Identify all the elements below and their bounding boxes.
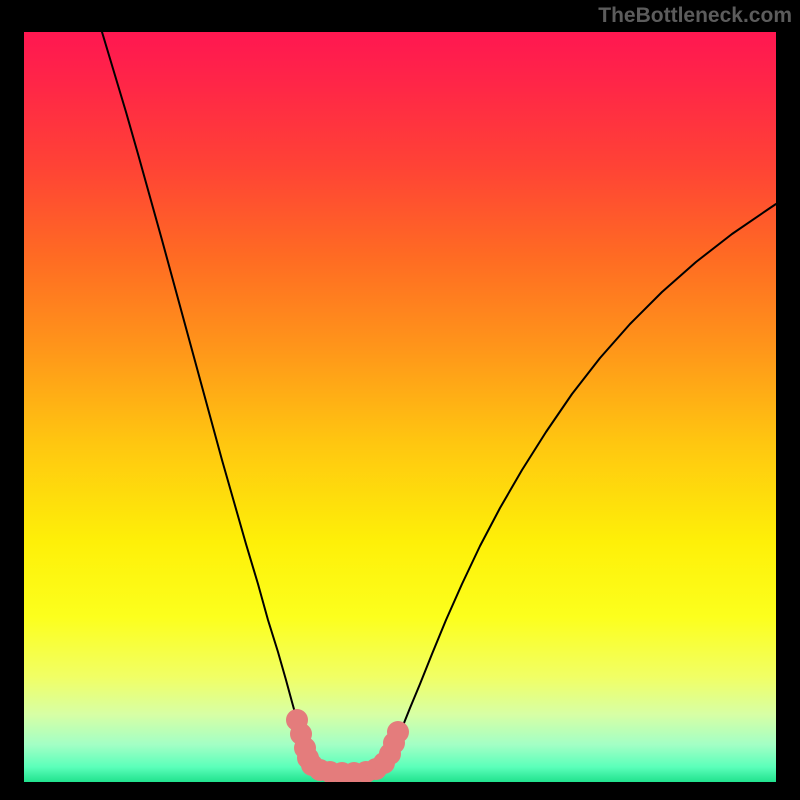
plot-frame bbox=[24, 32, 776, 782]
chart-svg bbox=[24, 32, 776, 782]
plot-area bbox=[24, 32, 776, 782]
watermark-text: TheBottleneck.com bbox=[598, 4, 792, 28]
curve-dot bbox=[387, 721, 409, 743]
gradient-background bbox=[24, 32, 776, 782]
